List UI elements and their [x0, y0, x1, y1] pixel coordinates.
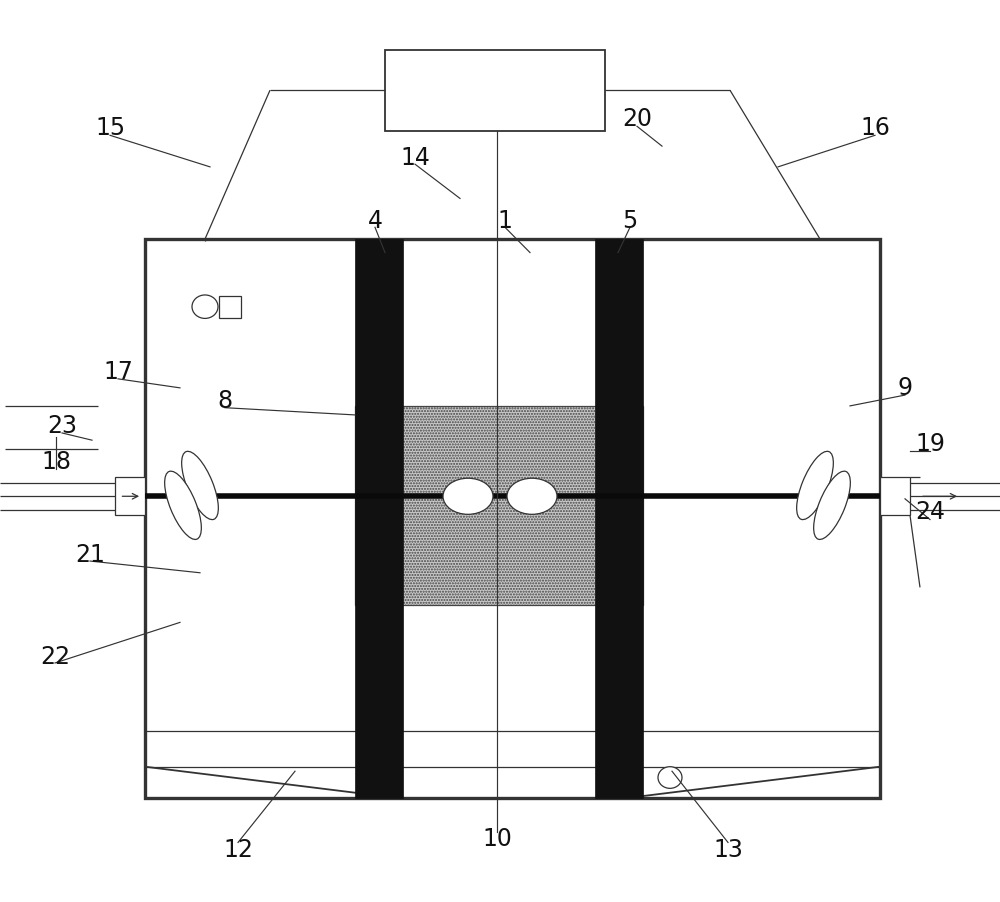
Bar	[219, 296, 241, 318]
Text: 8: 8	[217, 390, 233, 413]
Text: 4: 4	[368, 209, 382, 233]
Text: 13: 13	[713, 838, 743, 861]
Ellipse shape	[797, 451, 833, 520]
Bar	[355, 239, 403, 798]
Ellipse shape	[443, 478, 493, 514]
Bar	[595, 239, 643, 798]
Bar	[115, 477, 145, 515]
Text: 9: 9	[898, 376, 912, 400]
Text: 5: 5	[622, 209, 638, 233]
Bar	[355, 406, 643, 604]
Bar	[385, 50, 605, 131]
Text: 16: 16	[860, 116, 890, 140]
Bar	[355, 406, 643, 604]
Ellipse shape	[182, 451, 218, 520]
Text: 24: 24	[915, 501, 945, 524]
Bar	[145, 239, 880, 798]
Text: 10: 10	[482, 827, 512, 851]
Ellipse shape	[658, 767, 682, 788]
Text: 15: 15	[95, 116, 125, 140]
Ellipse shape	[507, 478, 557, 514]
Text: 14: 14	[400, 146, 430, 170]
Text: 23: 23	[47, 414, 77, 437]
Text: 19: 19	[915, 432, 945, 456]
Text: 18: 18	[41, 450, 71, 474]
Ellipse shape	[165, 471, 201, 539]
Bar	[880, 477, 910, 515]
Text: 22: 22	[40, 645, 70, 668]
Text: 20: 20	[622, 107, 652, 131]
Ellipse shape	[192, 295, 218, 318]
Ellipse shape	[814, 471, 850, 539]
Text: 1: 1	[498, 209, 512, 233]
Text: 21: 21	[75, 543, 105, 566]
Text: 12: 12	[223, 838, 253, 861]
Text: 17: 17	[103, 360, 133, 383]
